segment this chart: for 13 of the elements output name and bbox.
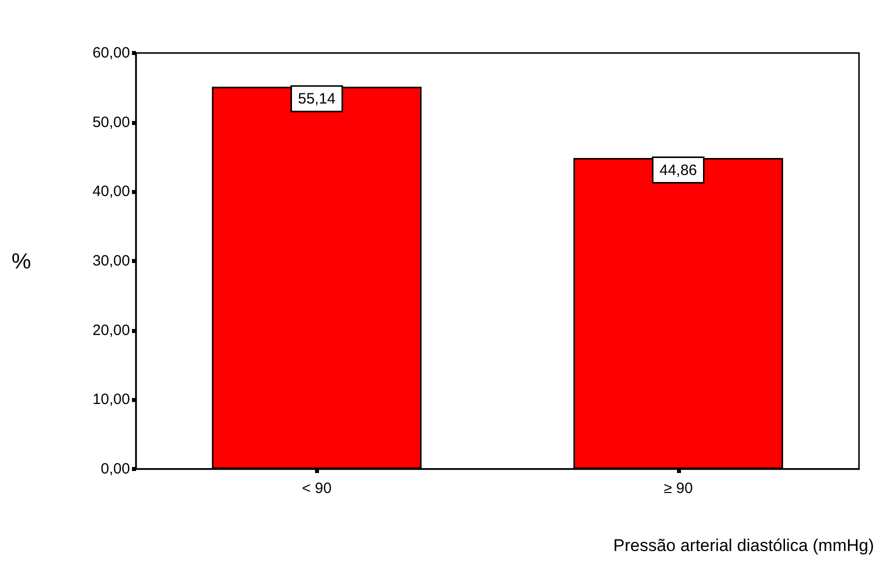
y-tick-label: 0,00 [100, 460, 130, 478]
y-tick-label: 40,00 [92, 183, 130, 200]
y-tick-label: 30,00 [92, 252, 130, 270]
x-axis-title: Pressão arterial diastólica (mmHg) [613, 536, 874, 555]
y-tick-label: 50,00 [92, 114, 130, 131]
y-tick-label: 10,00 [92, 391, 130, 408]
y-tick-label: 60,00 [92, 44, 130, 62]
x-tick-label: ≥ 90 [664, 480, 693, 497]
data-label: 55,14 [298, 90, 336, 108]
x-tick-label: < 90 [302, 480, 332, 497]
y-tick-label: 20,00 [92, 322, 130, 339]
y-axis-title: % [11, 248, 31, 274]
data-label: 44,86 [659, 162, 698, 179]
